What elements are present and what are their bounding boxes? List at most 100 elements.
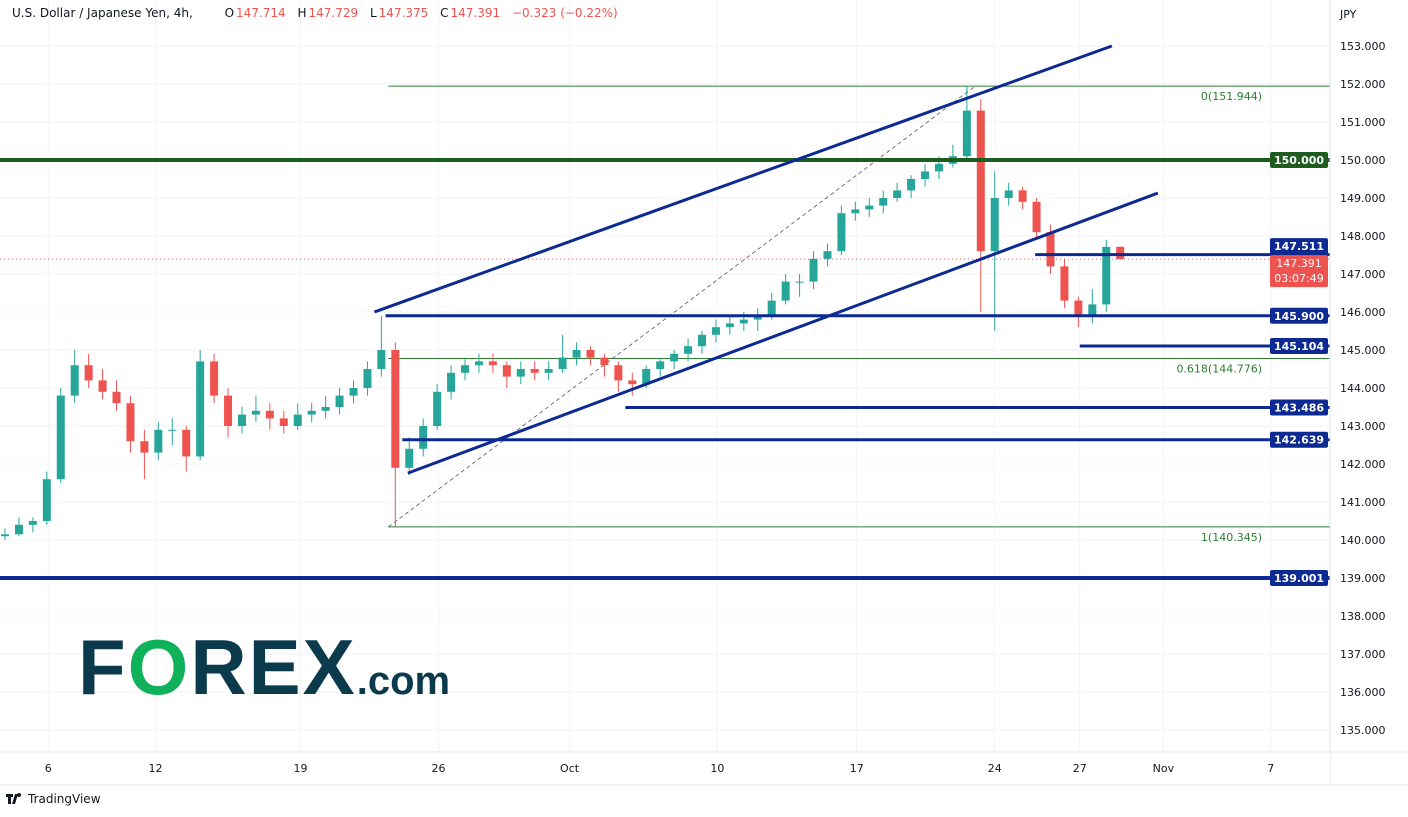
candle-body: [1060, 266, 1069, 301]
candle-body: [586, 350, 595, 358]
time-axis[interactable]: [0, 752, 1330, 785]
candle-body: [628, 380, 637, 385]
candle-body: [154, 429, 163, 453]
candle-body: [544, 369, 553, 373]
trend-lines[interactable]: [373, 44, 1159, 475]
y-tick-label: 147.000: [1340, 268, 1386, 281]
x-tick-label: 27: [1073, 762, 1087, 775]
candle-body: [1102, 246, 1111, 305]
level-price-badge: [1270, 238, 1328, 255]
candle-body: [530, 369, 539, 373]
candle-body: [1032, 201, 1041, 233]
level-price-badge: [1270, 431, 1328, 448]
y-tick-label: 153.000: [1340, 40, 1386, 53]
low-label: L: [369, 6, 377, 20]
y-tick-label: 142.000: [1340, 458, 1386, 471]
candle-body: [879, 198, 888, 206]
grid: [0, 0, 1330, 752]
x-tick-label: 19: [294, 762, 308, 775]
tradingview-logo-icon: [6, 793, 22, 804]
level-price-label: 145.900: [1274, 310, 1324, 323]
y-tick-label: 149.000: [1340, 192, 1386, 205]
candle-body: [865, 205, 874, 210]
candle-body: [823, 251, 832, 259]
candle-body: [335, 395, 344, 407]
candle-body: [210, 361, 219, 396]
candle-body: [56, 395, 65, 480]
y-tick-label: 145.000: [1340, 344, 1386, 357]
candle-body: [1, 534, 9, 537]
candle-body: [419, 426, 428, 449]
candle-body: [363, 369, 372, 388]
candle-body: [753, 315, 762, 320]
candle-body: [516, 369, 525, 377]
open-label: O: [224, 6, 235, 20]
candle-body: [377, 350, 386, 369]
candle-body: [809, 258, 818, 282]
fib-level-label: 0.618(144.776): [1176, 363, 1262, 376]
candle-body: [962, 110, 971, 157]
x-tick-label: Nov: [1153, 762, 1175, 775]
y-tick-label: 140.000: [1340, 534, 1386, 547]
bar-countdown-label: 03:07:49: [1274, 272, 1323, 285]
candle-body: [851, 209, 860, 214]
candle-body: [572, 350, 581, 358]
candle-body: [1018, 190, 1027, 202]
y-ticks: 135.000 136.000 137.000 138.000 139.000 140.0…: [1340, 40, 1386, 737]
candle-body: [1074, 300, 1083, 316]
candle-body: [976, 110, 985, 252]
y-tick-label: 152.000: [1340, 78, 1386, 91]
candle-body: [307, 410, 316, 415]
candle-body: [725, 323, 734, 328]
level-price-label: 145.104: [1274, 340, 1324, 353]
y-tick-label: 138.000: [1340, 610, 1386, 623]
candle-body: [600, 357, 609, 366]
high-value: 147.729: [308, 6, 359, 20]
candle-body: [84, 365, 93, 381]
level-price-badge: [1270, 152, 1328, 168]
y-tick-label: 150.000: [1340, 154, 1386, 167]
candle-body: [98, 380, 107, 392]
candle-body: [739, 319, 748, 324]
candle-body: [28, 521, 37, 525]
candle-body: [405, 448, 414, 468]
candle-body: [558, 357, 567, 369]
candle-body: [837, 213, 846, 252]
tradingview-brand[interactable]: TradingView: [6, 792, 101, 806]
forex-logo: FOREX.com: [78, 623, 451, 711]
candle-body: [293, 414, 302, 426]
currency-label: JPY: [1339, 8, 1357, 21]
candle-body: [502, 365, 511, 377]
candle-body: [391, 350, 400, 468]
candle-body: [140, 441, 149, 453]
candle-body: [614, 365, 623, 381]
x-tick-label: 24: [988, 762, 1002, 775]
level-price-label: 143.486: [1274, 402, 1324, 415]
level-price-label: 150.000: [1274, 154, 1324, 167]
y-tick-label: 141.000: [1340, 496, 1386, 509]
candle-body: [907, 179, 916, 191]
candle-body: [921, 171, 930, 179]
candle-body: [251, 410, 260, 415]
candle-body: [126, 403, 135, 442]
candle-body: [670, 353, 679, 362]
price-axis[interactable]: [1330, 0, 1408, 785]
fib-trend-line: [388, 85, 976, 528]
candles: [1, 86, 1125, 540]
candle-body: [224, 395, 233, 426]
level-price-badge: [1270, 569, 1328, 586]
candle-body: [767, 300, 776, 316]
x-tick-label: 17: [850, 762, 864, 775]
candle-body: [934, 163, 943, 172]
last-price-label: 147.391: [1276, 257, 1322, 270]
level-price-label: 142.639: [1274, 434, 1324, 447]
y-tick-label: 137.000: [1340, 648, 1386, 661]
candle-body: [642, 369, 651, 385]
candle-body: [321, 407, 330, 411]
candle-body: [795, 281, 804, 283]
candle-body: [237, 414, 246, 426]
candle-body: [196, 361, 205, 457]
candle-body: [656, 361, 665, 369]
level-price-badge: [1270, 307, 1328, 324]
